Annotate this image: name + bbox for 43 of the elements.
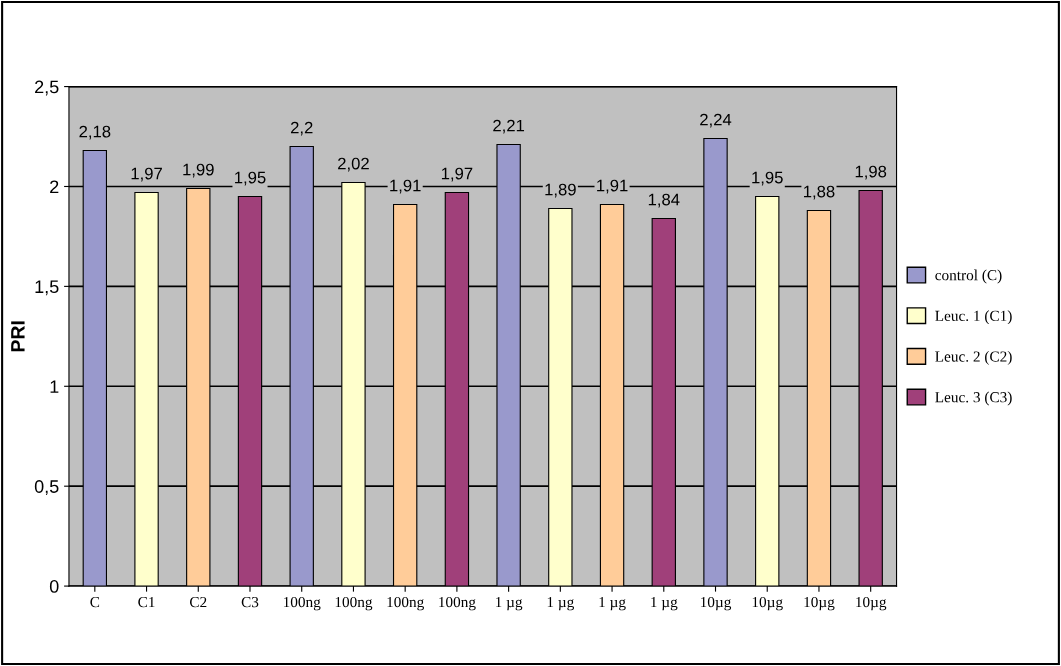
y-tick-label: 0,5 xyxy=(34,480,59,496)
x-tick-label: 10µg xyxy=(804,596,835,611)
x-tick-label: 1 µg xyxy=(547,596,574,611)
x-tick-label: 1 µg xyxy=(496,596,523,611)
data-label: 1,91 xyxy=(597,179,628,194)
data-label: 1,95 xyxy=(235,171,266,186)
x-tick-label: 100ng xyxy=(387,596,424,611)
x-tick-label: C xyxy=(90,596,100,608)
y-tick-label: 1 xyxy=(50,380,59,393)
legend-label: Leuc. 2 (C2) xyxy=(935,350,1012,365)
x-tick-label: 1 µg xyxy=(599,596,626,611)
data-label: 1,98 xyxy=(855,165,887,180)
y-tick-label: 2,5 xyxy=(35,80,59,96)
y-tick-label: 1,5 xyxy=(35,280,59,296)
data-label: 1,95 xyxy=(752,171,783,186)
data-label: 1,91 xyxy=(390,179,421,194)
data-label: 2,18 xyxy=(79,125,111,140)
x-tick-label: 100ng xyxy=(335,596,373,611)
x-tick-label: 1 µg xyxy=(651,596,678,611)
y-tick-label: 2 xyxy=(50,180,59,194)
data-label: 1,97 xyxy=(441,167,473,182)
y-tick-label: 0 xyxy=(49,580,59,593)
y-axis-title: PRI xyxy=(11,321,25,352)
x-tick-label: C2 xyxy=(189,596,207,608)
data-label: 1,99 xyxy=(183,163,214,178)
data-label: 1,88 xyxy=(804,185,835,200)
legend-label: Leuc. 3 (C3) xyxy=(935,391,1012,406)
data-label: 1,97 xyxy=(131,167,162,182)
legend-label: Leuc. 1 (C1) xyxy=(935,310,1012,325)
x-tick-label: 10µg xyxy=(701,596,732,611)
data-label: 2,21 xyxy=(493,119,525,134)
x-tick-label: 100ng xyxy=(283,596,321,611)
x-tick-label: C3 xyxy=(241,596,259,608)
data-label: 1,84 xyxy=(648,193,680,208)
x-tick-label: C1 xyxy=(138,596,155,608)
legend-label: control (C) xyxy=(935,269,1002,284)
data-label: 2,02 xyxy=(338,157,369,172)
data-label: 1,89 xyxy=(545,183,576,198)
x-tick-label: 100ng xyxy=(439,596,476,611)
data-label: 2,2 xyxy=(290,121,313,136)
data-label: 2,24 xyxy=(700,113,732,128)
x-tick-label: 10µg xyxy=(752,596,783,611)
x-tick-label: 10µg xyxy=(856,596,887,611)
